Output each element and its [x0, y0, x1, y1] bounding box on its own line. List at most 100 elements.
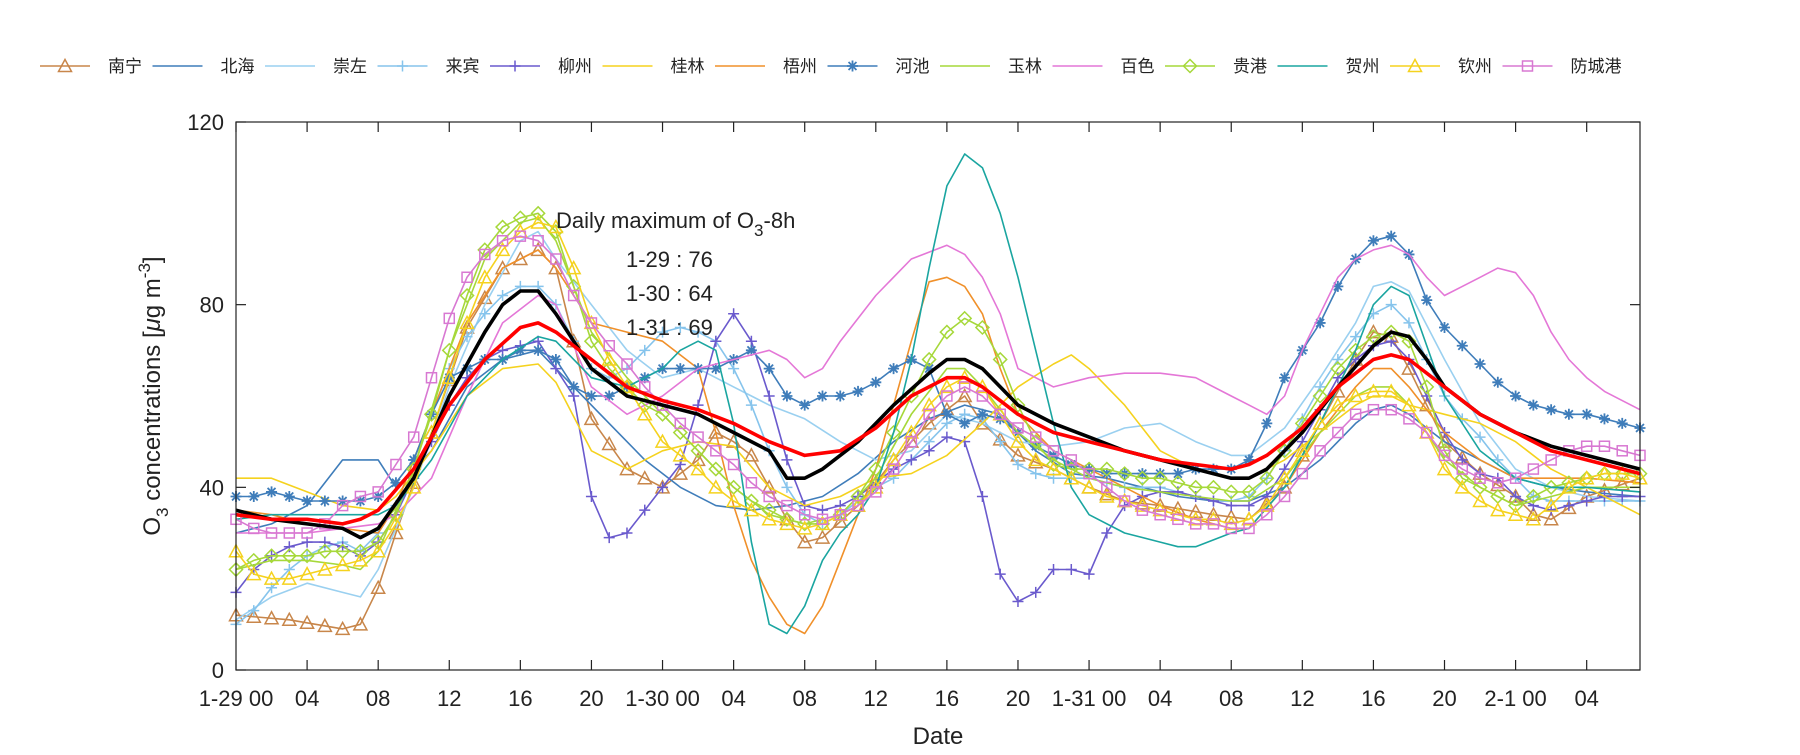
y-tick-labels: 0 40 80 120: [187, 110, 224, 683]
x-tick-label: 12: [864, 686, 888, 711]
data-point-marker: [1401, 333, 1417, 349]
data-point-marker: [1152, 497, 1168, 512]
x-tick-label: 16: [935, 686, 959, 711]
data-point-marker: [1456, 340, 1468, 352]
data-point-marker: [370, 534, 386, 550]
legend-entry: 防城港: [1502, 57, 1622, 76]
data-point-marker: [336, 499, 349, 512]
y-axis-title-close: ]: [139, 256, 166, 263]
data-point-marker: [1063, 470, 1080, 485]
series-贺州: [235, 153, 1641, 635]
data-point-marker: [1012, 422, 1024, 434]
data-point-marker: [1223, 508, 1239, 524]
data-point-marker: [1474, 358, 1486, 370]
data-point-marker: [674, 363, 686, 375]
data-point-marker: [1492, 477, 1504, 489]
data-point-marker: [816, 390, 828, 402]
data-point-marker: [494, 241, 511, 257]
data-point-marker: [1065, 564, 1077, 576]
series-black-mean: [235, 289, 1641, 540]
legend-entry: 梧州: [715, 57, 817, 76]
data-point-marker: [1456, 463, 1469, 475]
data-point-marker: [692, 431, 704, 443]
data-point-marker: [1065, 454, 1078, 466]
data-point-marker: [1134, 470, 1150, 486]
data-point-marker: [497, 290, 509, 302]
data-point-marker: [246, 608, 262, 623]
data-point-marker: [550, 353, 562, 365]
data-point-marker: [1099, 461, 1115, 477]
data-point-marker: [370, 579, 386, 595]
data-point-marker: [1474, 431, 1486, 443]
legend-label: 北海: [221, 57, 255, 76]
series-line: [235, 313, 1640, 603]
data-point-marker: [1314, 317, 1326, 329]
series-贵港: [228, 205, 1648, 578]
legend-label: 梧州: [783, 57, 817, 76]
data-point-marker: [1205, 479, 1222, 495]
data-point-marker: [905, 435, 918, 448]
data-point-marker: [1223, 484, 1239, 500]
data-point-marker: [1045, 456, 1062, 473]
data-point-marker: [479, 308, 491, 320]
data-point-marker: [299, 548, 315, 564]
data-point-marker: [1243, 522, 1255, 535]
data-point-marker: [1279, 372, 1291, 384]
data-point-marker: [905, 454, 917, 466]
data-point-marker: [1525, 488, 1541, 505]
data-point-marker: [601, 351, 617, 366]
data-point-marker: [514, 344, 526, 356]
data-point-marker: [603, 340, 615, 352]
data-point-marker: [799, 399, 811, 411]
data-point-marker: [1172, 468, 1184, 480]
data-point-marker: [1259, 497, 1275, 512]
data-point-marker: [530, 241, 546, 257]
data-point-marker: [1596, 466, 1613, 482]
data-point-marker: [654, 433, 671, 448]
data-point-marker: [550, 253, 562, 265]
legend-label: 南宁: [108, 57, 142, 76]
data-point-marker: [1063, 461, 1079, 477]
data-point-marker: [532, 344, 544, 356]
x-tick-label: 20: [579, 686, 603, 711]
data-point-marker: [301, 527, 313, 539]
series-line: [236, 354, 1641, 516]
annotation-title-rest: -8h: [764, 208, 796, 233]
data-point-marker: [1510, 390, 1522, 402]
data-point-marker: [745, 399, 757, 411]
data-point-marker: [1543, 479, 1559, 495]
data-point-marker: [743, 447, 760, 462]
series-line: [235, 230, 1641, 621]
data-point-marker: [761, 511, 777, 526]
data-point-marker: [923, 408, 935, 421]
series-玉林: [235, 217, 1640, 571]
data-point-marker: [1047, 445, 1060, 457]
data-point-marker: [405, 479, 422, 494]
data-point-marker: [441, 369, 458, 384]
data-point-marker: [334, 556, 351, 572]
legend-entry: 钦州: [1390, 57, 1492, 76]
data-point-marker: [1081, 461, 1097, 477]
series-line: [235, 289, 1641, 540]
x-tick-label: 1-30 00: [625, 686, 700, 711]
data-point-marker: [797, 516, 813, 532]
data-point-marker: [832, 513, 849, 528]
data-point-marker: [390, 458, 402, 471]
data-point-marker: [477, 269, 493, 284]
data-point-marker: [1365, 383, 1382, 398]
data-point-marker: [639, 504, 651, 516]
data-point-marker: [1170, 475, 1186, 491]
data-point-marker: [352, 552, 369, 567]
legend-label: 柳州: [558, 57, 592, 76]
data-point-marker: [763, 490, 775, 503]
x-tick-label: 04: [1148, 686, 1172, 711]
data-point-marker: [994, 568, 1006, 580]
data-point-marker: [1578, 470, 1595, 485]
series-崇左: [235, 230, 1641, 621]
data-point-marker: [796, 534, 813, 549]
data-point-marker: [887, 463, 900, 475]
data-point-marker: [850, 488, 866, 505]
data-point-marker: [1581, 495, 1593, 507]
